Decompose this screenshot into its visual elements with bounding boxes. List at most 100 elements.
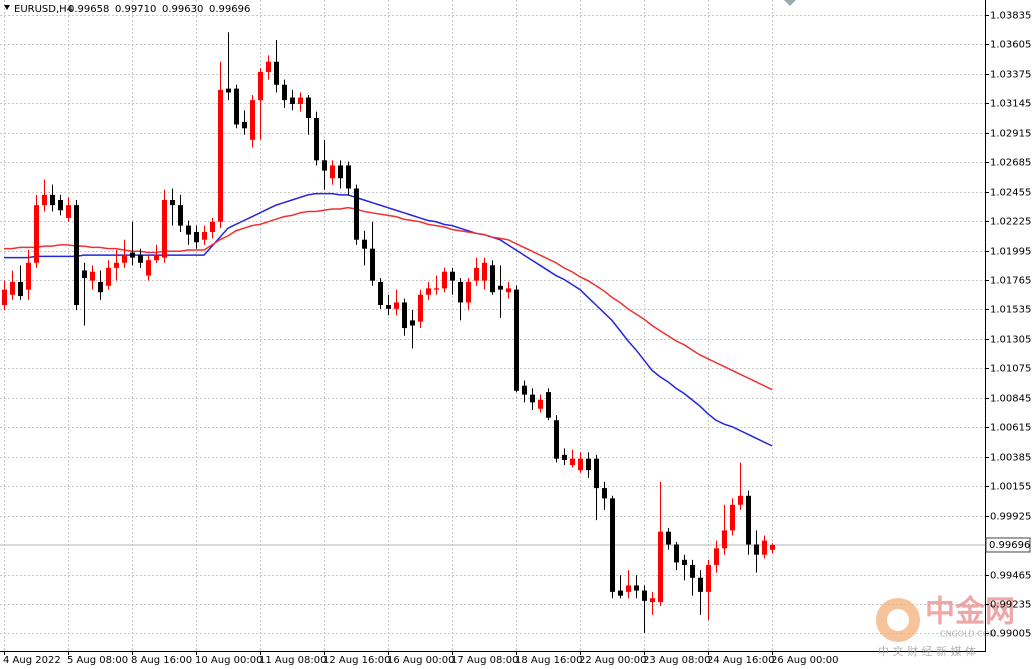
candle-body <box>90 271 95 281</box>
candle-body <box>418 294 423 322</box>
header-close: 0.99696 <box>209 4 250 15</box>
candle-body <box>34 205 39 263</box>
candle-body <box>746 495 751 545</box>
candle-body <box>122 255 127 263</box>
candle-body <box>266 61 271 72</box>
y-tick-label: 1.03375 <box>990 70 1031 81</box>
candle-body <box>762 540 767 555</box>
candle-body <box>394 302 399 309</box>
candle-body <box>538 399 543 409</box>
candle-body <box>770 544 775 550</box>
watermark: 中金网 CNGOLD.COM 中 文 财 经 新 媒 体 <box>876 595 1015 658</box>
candle-body <box>234 88 239 125</box>
candle-body <box>442 271 447 289</box>
candle-body <box>386 305 391 309</box>
candle-body <box>226 88 231 93</box>
header-open: 0.99658 <box>68 4 109 15</box>
x-tick-label: 17 Aug 08:00 <box>451 655 518 666</box>
candle-body <box>138 255 143 263</box>
x-tick-label: 5 Aug 08:00 <box>67 655 128 666</box>
x-tick-label: 18 Aug 16:00 <box>515 655 582 666</box>
candle-body <box>546 392 551 418</box>
candle-body <box>274 61 279 85</box>
candle-body <box>186 225 191 235</box>
candle-body <box>346 165 351 189</box>
candle-body <box>146 260 151 276</box>
candle-body <box>666 531 671 545</box>
candle-body <box>2 289 7 306</box>
candle-body <box>258 71 263 101</box>
y-tick-label: 1.00385 <box>990 453 1031 464</box>
candle-body <box>202 232 207 240</box>
x-tick-label: 12 Aug 16:00 <box>323 655 390 666</box>
x-tick-label: 26 Aug 00:00 <box>771 655 838 666</box>
candle-body <box>282 84 287 101</box>
y-tick-label: 1.03835 <box>990 11 1031 22</box>
header-low: 0.99630 <box>162 4 203 15</box>
candle-body <box>554 420 559 459</box>
marks <box>2 32 775 633</box>
y-tick-label: 1.00615 <box>990 423 1031 434</box>
x-tick-label: 4 Aug 2022 <box>3 655 61 666</box>
candle-body <box>50 194 55 206</box>
y-tick-label: 1.00155 <box>990 482 1031 493</box>
candle-body <box>114 262 119 268</box>
candle-body <box>162 200 167 258</box>
candle-body <box>42 194 47 206</box>
watermark-slogan: 中 文 财 经 新 媒 体 <box>878 644 976 658</box>
candle-body <box>626 585 631 592</box>
candle-body <box>298 97 303 104</box>
candle-body <box>594 458 599 489</box>
candle-body <box>194 232 199 243</box>
candle-body <box>106 267 111 286</box>
y-tick-label: 1.02225 <box>990 217 1031 228</box>
candle-body <box>466 281 471 303</box>
y-tick-label: 1.02455 <box>990 188 1031 199</box>
candle-body <box>130 252 135 258</box>
candle-body <box>10 281 15 295</box>
candle-body <box>690 564 695 578</box>
candle-body <box>322 160 327 171</box>
candle-body <box>482 262 487 281</box>
y-tick-label: 1.01995 <box>990 247 1031 258</box>
y-tick-label: 0.99925 <box>990 512 1031 523</box>
candle-body <box>362 239 367 249</box>
y-tick-label: 1.03605 <box>990 40 1031 51</box>
candle-body <box>178 205 183 226</box>
candle-body <box>730 504 735 531</box>
candle-body <box>458 281 463 303</box>
candle-body <box>738 495 743 505</box>
x-tick-label: 23 Aug 08:00 <box>643 655 710 666</box>
candle-body <box>490 265 495 293</box>
candle-body <box>602 488 607 499</box>
candle-body <box>722 530 727 549</box>
header-icon <box>4 5 10 10</box>
candle-body <box>474 267 479 281</box>
candle-body <box>210 221 215 233</box>
candle-body <box>610 498 615 592</box>
candle-body <box>650 598 655 603</box>
y-tick-label: 1.01305 <box>990 335 1031 346</box>
watermark-logo: 中金网 <box>925 595 1015 630</box>
candle-body <box>290 97 295 104</box>
candle-body <box>522 385 527 395</box>
candle-body <box>714 548 719 565</box>
chart-title: EURUSD,H4 <box>14 4 73 15</box>
watermark-site: CNGOLD.COM <box>940 630 996 639</box>
candle-body <box>514 289 519 391</box>
candle-body <box>378 281 383 306</box>
x-tick-label: 11 Aug 08:00 <box>259 655 326 666</box>
candle-body <box>634 585 639 591</box>
candle-body <box>426 288 431 295</box>
candle-body <box>26 262 31 290</box>
x-tick-label: 24 Aug 16:00 <box>707 655 774 666</box>
candle-body <box>570 458 575 466</box>
y-tick-label: 1.00845 <box>990 394 1031 405</box>
candle-body <box>98 281 103 293</box>
candle-body <box>498 285 503 290</box>
candle-body <box>450 271 455 281</box>
y-tick-label: 0.99465 <box>990 571 1031 582</box>
x-tick-label: 16 Aug 00:00 <box>387 655 454 666</box>
candle-body <box>706 564 711 592</box>
